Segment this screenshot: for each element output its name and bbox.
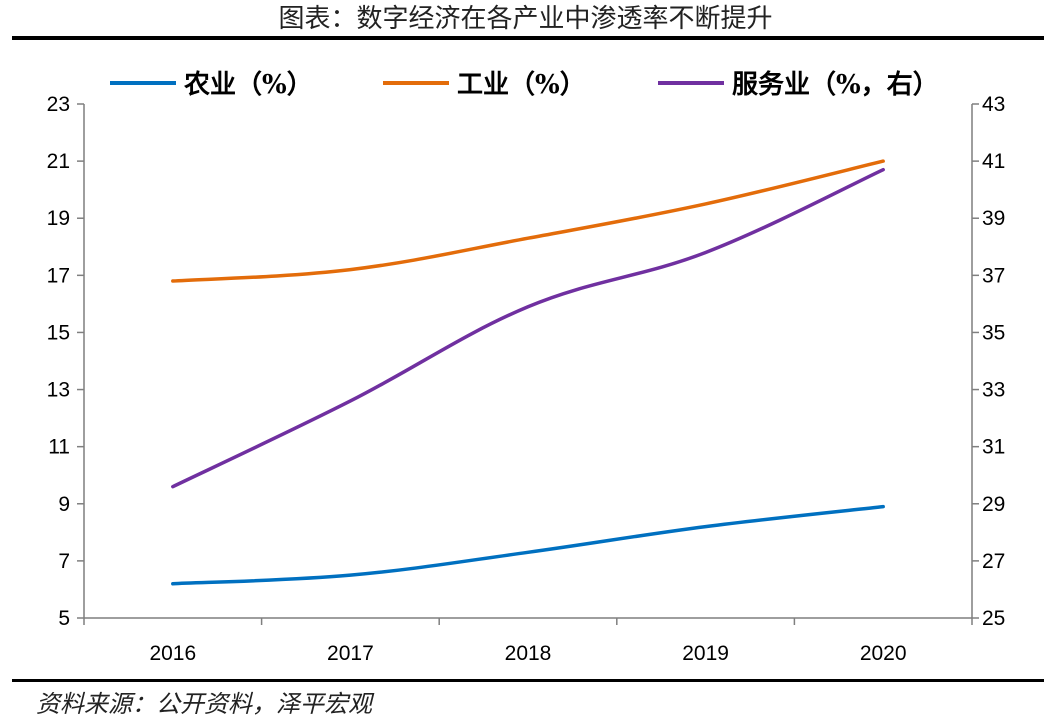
series-line-2 — [171, 167, 885, 489]
axes-group: 5 7 9 11 13 15 17 19 21 23 25 27 29 31 33 35 37 39 41 43 201… — [47, 93, 1006, 665]
legend-label-2: 服务业（%，右） — [732, 70, 939, 100]
y-left-tick-label: 15 — [47, 321, 70, 344]
series-lines — [171, 159, 885, 586]
top-rule — [12, 36, 1044, 40]
series-line-0 — [171, 504, 885, 586]
y-left-tick-label: 13 — [47, 379, 70, 402]
y-right-tick-label: 35 — [982, 321, 1005, 344]
y-left-tick-label: 7 — [58, 550, 70, 573]
y-left-tick-label: 5 — [58, 607, 70, 630]
y-right-tick-label: 41 — [982, 150, 1005, 173]
x-tick-label: 2016 — [149, 642, 196, 665]
y-right-tick-label: 33 — [982, 379, 1005, 402]
bottom-rule — [12, 679, 1044, 682]
y-right-tick-label: 25 — [982, 607, 1005, 630]
y-left-tick-label: 11 — [48, 436, 70, 459]
y-right-tick-label: 31 — [982, 436, 1005, 459]
y-left-tick-label: 23 — [47, 93, 70, 116]
y-left-tick-label: 21 — [47, 150, 70, 173]
legend-label-0: 农业（%） — [183, 70, 313, 100]
y-right-tick-label: 27 — [982, 550, 1005, 573]
legend-label-1: 工业（%） — [457, 70, 586, 100]
y-left-tick-label: 19 — [47, 207, 70, 230]
x-tick-label: 2018 — [505, 642, 552, 665]
y-right-tick-label: 37 — [982, 264, 1005, 287]
x-tick-label: 2017 — [327, 642, 374, 665]
y-right-tick-label: 39 — [982, 207, 1005, 230]
y-left-tick-label: 9 — [58, 493, 70, 516]
chart-title: 图表：数字经济在各产业中渗透率不断提升 — [278, 4, 773, 34]
y-right-tick-label: 29 — [982, 493, 1005, 516]
y-left-tick-label: 17 — [47, 264, 70, 287]
chart-source: 资料来源：公开资料，泽平宏观 — [36, 690, 372, 718]
x-tick-label: 2020 — [860, 642, 907, 665]
legend: 农业（%） 工业（%） 服务业（%，右） — [110, 70, 939, 100]
x-tick-label: 2019 — [682, 642, 729, 665]
y-right-tick-label: 43 — [982, 93, 1005, 116]
